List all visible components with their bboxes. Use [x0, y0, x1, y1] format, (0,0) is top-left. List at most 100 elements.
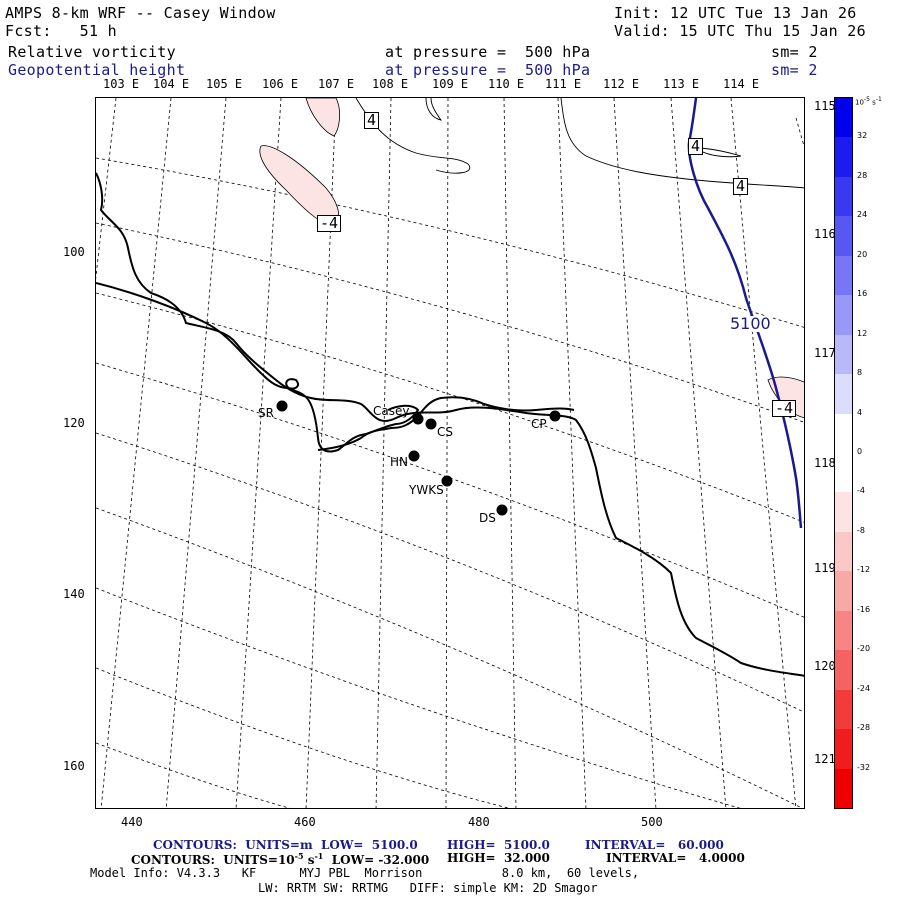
station-label-hn: HN: [390, 455, 408, 469]
footer-height-high: HIGH= 5100.0: [447, 838, 550, 852]
colorbar-tick-label: 20: [857, 249, 868, 259]
y-axis-label-100: 100: [63, 245, 85, 259]
colorbar-segment: [835, 98, 852, 138]
colorbar-tick-label: 12: [857, 328, 868, 338]
footer-height-contours: CONTOURS: UNITS=m LOW= 5100.0: [153, 838, 418, 852]
colorbar-tick-label: -4: [857, 486, 865, 496]
station-dot-sr: [276, 400, 288, 412]
colorbar-segment: [835, 571, 852, 612]
colorbar-tick-label: -24: [857, 683, 871, 693]
x-axis-label-440: 440: [121, 815, 143, 829]
field2-level: at pressure = 500 hPa: [385, 61, 591, 79]
colorbar-unit: 10-5 s-1: [855, 96, 882, 107]
footer-physics-info: LW: RRTM SW: RRTMG DIFF: simple KM: 2D S…: [258, 881, 598, 895]
footer-vorticity-contours: CONTOURS: UNITS=10-5 s-1 LOW= -32.000: [131, 851, 430, 867]
colorbar-segment: [835, 768, 852, 809]
colorbar-segment: [835, 531, 852, 572]
vorticity-label-4-top: 4: [364, 112, 380, 129]
colorbar-segment: [835, 176, 852, 217]
lon-label-top-4: 107 E: [318, 77, 355, 91]
station-dot-ywks: [441, 475, 453, 487]
station-dot-hn: [408, 450, 420, 462]
colorbar-segment: [835, 492, 852, 533]
footer-vorticity-interval: INTERVAL= 4.0000: [606, 851, 745, 865]
y-axis-label-120: 120: [63, 416, 85, 430]
colorbar-tick-label: 28: [857, 170, 868, 180]
colorbar-segment: [835, 453, 852, 493]
lon-label-top-10: 113 E: [663, 77, 700, 91]
footer-model-info: Model Info: V4.3.3 KF MYJ PBL Morrison 8…: [90, 866, 640, 880]
station-label-casey: Casey: [373, 404, 410, 418]
field1-name: Relative vorticity: [8, 43, 176, 61]
y-axis-label-140: 140: [63, 587, 85, 601]
station-dot-cp: [549, 410, 561, 422]
station-label-cs: CS: [437, 425, 453, 439]
x-axis-label-460: 460: [294, 815, 316, 829]
colorbar-tick-label: 0: [857, 447, 863, 456]
colorbar-segment: [835, 650, 852, 691]
y-axis-label-160: 160: [63, 759, 85, 773]
colorbar-segment: [835, 255, 852, 296]
colorbar-tick-label: -20: [857, 644, 871, 654]
colorbar-segment: [835, 689, 852, 730]
station-label-cp: CP: [531, 417, 547, 431]
colorbar-segment: [835, 216, 852, 257]
colorbar-segment: [835, 137, 852, 178]
vorticity-label-neg4-right: -4: [772, 400, 797, 417]
lon-label-top-0: 103 E: [103, 77, 140, 91]
forecast-hour: Fcst: 51 h: [5, 22, 117, 40]
colorbar: [834, 97, 853, 809]
vorticity-contours: [355, 98, 804, 189]
colorbar-segment: [835, 374, 852, 415]
footer-vorticity-high: HIGH= 32.000: [447, 851, 550, 865]
height-label-5100: 5100: [730, 314, 771, 333]
vorticity-label-4-right2: 4: [733, 178, 749, 195]
station-label-sr: SR: [258, 406, 274, 420]
field2-name: Geopotential height: [8, 61, 186, 79]
field1-level: at pressure = 500 hPa: [385, 43, 591, 61]
colorbar-segment: [835, 334, 852, 375]
colorbar-tick-label: 8: [857, 368, 863, 378]
longitude-grid-lines: [96, 98, 804, 808]
lon-label-top-5: 108 E: [372, 77, 409, 91]
map-canvas: [96, 98, 804, 808]
x-axis-label-500: 500: [641, 815, 663, 829]
colorbar-tick-label: 24: [857, 210, 868, 220]
footer-height-interval: INTERVAL= 60.000: [585, 838, 724, 852]
field2-smoothing: sm= 2: [771, 61, 818, 79]
vorticity-negative-areas: [259, 98, 804, 418]
lon-label-top-9: 112 E: [603, 77, 640, 91]
station-dot-casey: [412, 413, 424, 425]
colorbar-tick-label: 4: [857, 407, 863, 417]
colorbar-tick-label: -32: [857, 762, 871, 772]
latitude-grid-lines: [96, 157, 804, 808]
lon-label-top-7: 110 E: [488, 77, 525, 91]
colorbar-segment: [835, 729, 852, 770]
lon-label-top-3: 106 E: [262, 77, 299, 91]
colorbar-tick-label: 32: [857, 131, 868, 141]
colorbar-segment: [835, 295, 852, 336]
colorbar-tick-label: -8: [857, 525, 865, 535]
station-label-ywks: YWKS: [409, 483, 444, 497]
map-title: AMPS 8-km WRF -- Casey Window: [5, 4, 276, 22]
lon-label-top-11: 114 E: [723, 77, 760, 91]
lon-label-top-6: 109 E: [432, 77, 469, 91]
x-axis-label-480: 480: [468, 815, 490, 829]
colorbar-tick-label: 16: [857, 289, 868, 299]
init-time: Init: 12 UTC Tue 13 Jan 26: [614, 4, 857, 22]
colorbar-segment: [835, 413, 852, 454]
colorbar-tick-label: -12: [857, 565, 871, 575]
station-label-ds: DS: [479, 511, 496, 525]
colorbar-segment: [835, 610, 852, 651]
vorticity-label-4-right1: 4: [688, 138, 704, 155]
field1-smoothing: sm= 2: [771, 43, 818, 61]
lon-label-top-2: 105 E: [206, 77, 243, 91]
station-dot-cs: [425, 418, 437, 430]
lon-label-top-8: 111 E: [545, 77, 582, 91]
station-markers: [276, 400, 561, 516]
coastline: [96, 172, 804, 677]
valid-time: Valid: 15 UTC Thu 15 Jan 26: [614, 22, 866, 40]
station-dot-ds: [496, 504, 508, 516]
vorticity-label-neg4-left: -4: [317, 215, 342, 232]
colorbar-tick-label: -16: [857, 604, 871, 614]
